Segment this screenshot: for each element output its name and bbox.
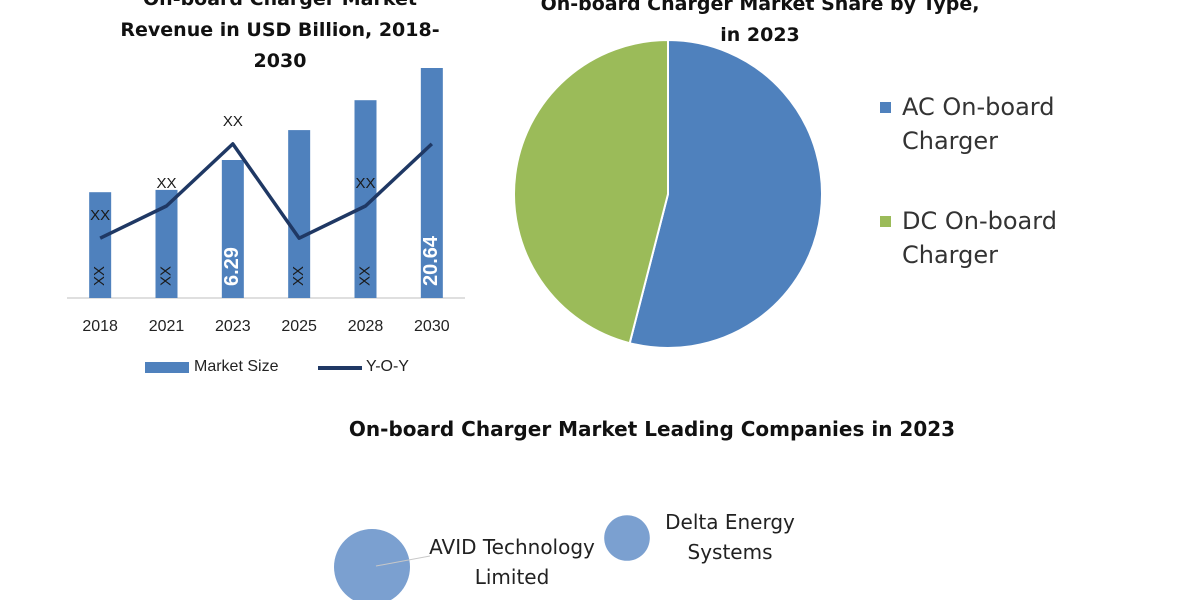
pie-legend-ac-swatch: [880, 102, 891, 113]
pie-legend-dc-label: DC On-board Charger: [902, 204, 1057, 272]
x-tick-2030: 2030: [414, 318, 450, 335]
company-delta-line-2: Systems: [687, 540, 773, 564]
bar-chart: XX 2018 XX 2021 6.29 2023 XX 2025 XX 2028 20.64 203…: [67, 68, 465, 335]
legend-market-size-label: Market Size: [194, 358, 279, 375]
legend-yoy-label: Y-O-Y: [366, 358, 409, 375]
pie-legend-ac-label: AC On-board Charger: [902, 90, 1054, 158]
pie-legend-ac-line-1: AC On-board: [902, 93, 1055, 121]
bar-2025: [288, 130, 311, 298]
pie-title-line-2: in 2023: [720, 24, 800, 46]
pie-slice-dc: [513, 38, 669, 345]
bar-data-label-2030: 20.64: [420, 235, 442, 286]
x-tick-2028: 2028: [348, 318, 384, 335]
bar-data-label-2025: XX: [290, 266, 307, 286]
bar-2018: [89, 192, 112, 298]
yoy-data-label-2028: XX: [355, 175, 375, 192]
company-label-avid: AVID Technology Limited: [412, 532, 612, 592]
x-tick-2023: 2023: [215, 318, 251, 335]
yoy-line: [99, 142, 434, 240]
x-tick-2025: 2025: [281, 318, 317, 335]
pie-title-line-1: On-board Charger Market Share by Type,: [540, 0, 980, 15]
bar-title-line-2: Revenue in USD Billion, 2018-: [120, 19, 440, 41]
x-tick-2018: 2018: [82, 318, 118, 335]
pie-legend-dc-line-1: DC On-board: [902, 207, 1057, 235]
bar-title-line-3: 2030: [253, 50, 307, 72]
company-label-delta: Delta Energy Systems: [640, 507, 820, 567]
company-bubble-avid: [334, 529, 410, 600]
x-tick-2021: 2021: [149, 318, 185, 335]
yoy-data-label-2021: XX: [156, 175, 176, 192]
company-avid-line-1: AVID Technology: [429, 535, 595, 559]
pie-legend-dc-swatch: [880, 216, 891, 227]
bubble-chart-title: On-board Charger Market Leading Companie…: [348, 417, 956, 441]
bar-data-label-2023: 6.29: [221, 247, 243, 286]
bar-data-label-2018: XX: [91, 266, 108, 286]
company-delta-line-1: Delta Energy: [665, 510, 795, 534]
pie-legend-ac-line-2: Charger: [902, 127, 998, 155]
bar-data-label-2021: XX: [157, 266, 174, 286]
bar-2021: [155, 189, 178, 298]
bar-data-label-2028: XX: [356, 266, 373, 286]
bar-chart-title: On-board Charger Market Revenue in USD B…: [80, 0, 480, 77]
legend-yoy-swatch: [318, 366, 362, 370]
pie-slice-ac: [628, 38, 823, 349]
bar-2023: [221, 160, 244, 298]
legend-market-size-swatch: [145, 362, 189, 373]
yoy-data-label-2018: XX: [90, 207, 110, 224]
company-avid-line-2: Limited: [474, 565, 550, 589]
pie-legend-dc-line-2: Charger: [902, 241, 998, 269]
yoy-data-label-2023: XX: [223, 113, 243, 130]
bar-2030: [420, 68, 443, 298]
pie-chart-title: On-board Charger Market Share by Type, i…: [510, 0, 1010, 51]
bar-title-line-1: On-board Charger Market: [80, 0, 480, 15]
bar-2028: [354, 100, 377, 298]
